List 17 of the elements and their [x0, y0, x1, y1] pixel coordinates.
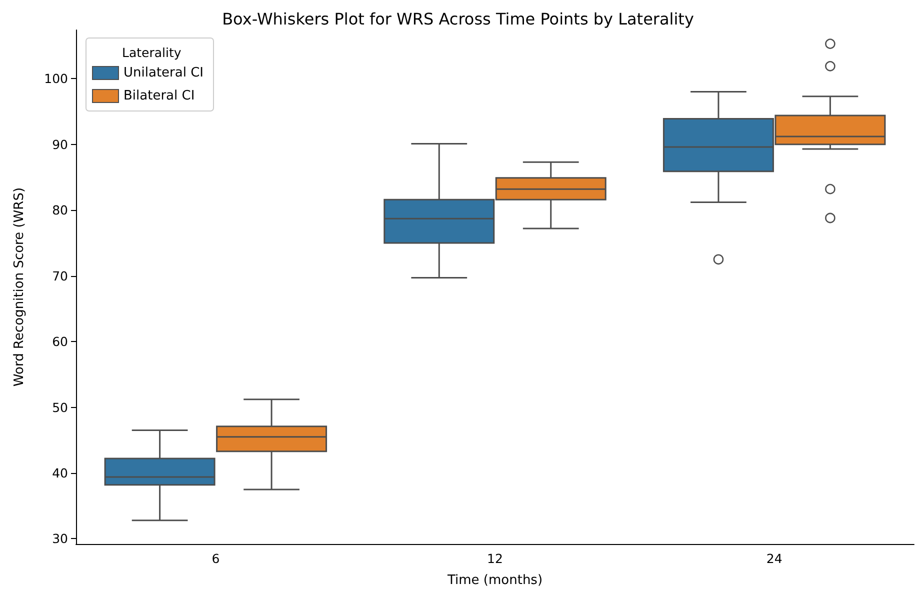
- chart-title: Box-Whiskers Plot for WRS Across Time Points by Laterality: [222, 10, 694, 28]
- y-tick-label: 50: [52, 400, 68, 415]
- x-tick-label: 24: [766, 551, 782, 566]
- y-tick-label: 60: [52, 334, 68, 350]
- legend-label: Bilateral CI: [124, 88, 195, 104]
- legend-label: Unilateral CI: [124, 66, 204, 80]
- y-tick-label: 90: [52, 136, 68, 152]
- y-tick-label: 70: [52, 268, 68, 284]
- x-tick-label: 12: [487, 551, 503, 566]
- y-tick-label: 100: [44, 71, 68, 86]
- legend-title: Laterality: [122, 45, 182, 60]
- x-tick-label: 6: [212, 551, 220, 566]
- y-axis-title: Word Recognition Score (WRS): [12, 187, 27, 387]
- y-tick-label: 40: [52, 466, 68, 481]
- y-tick-label: 80: [52, 202, 68, 218]
- y-tick-label: 30: [52, 531, 68, 546]
- x-axis-title: Time (months): [446, 573, 543, 588]
